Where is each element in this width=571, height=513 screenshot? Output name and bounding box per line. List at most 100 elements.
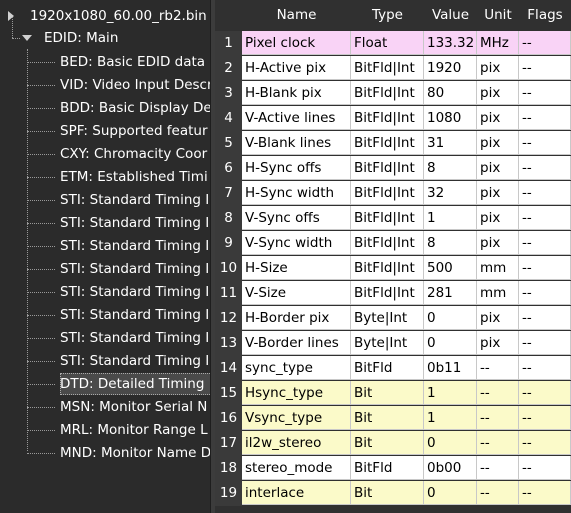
cell-name[interactable]: H-Border pix — [242, 306, 351, 330]
table-row[interactable]: 17 il2w_stereo Bit 0 -- -- — [215, 431, 571, 456]
tree-child-node[interactable]: STI: Standard Timing I — [0, 327, 210, 349]
cell-name[interactable]: V-Active lines — [242, 106, 351, 130]
tree-child-node[interactable]: STI: Standard Timing I — [0, 350, 210, 372]
table-row[interactable]: 2 H-Active pix BitFld|Int 1920 pix -- — [215, 56, 571, 81]
cell-name[interactable]: interlace — [242, 481, 351, 505]
cell-flags[interactable]: -- — [519, 231, 571, 255]
table-row[interactable]: 1 Pixel clock Float 133.32 MHz -- — [215, 31, 571, 56]
tree-child-node[interactable]: STI: Standard Timing I — [0, 235, 210, 257]
cell-unit[interactable]: -- — [477, 431, 519, 455]
table-row[interactable]: 15 Hsync_type Bit 1 -- -- — [215, 381, 571, 406]
tree-child-node[interactable]: SPF: Supported featur — [0, 120, 210, 142]
cell-name[interactable]: V-Border lines — [242, 331, 351, 355]
cell-flags[interactable]: -- — [519, 281, 571, 305]
cell-unit[interactable]: pix — [477, 156, 519, 180]
table-row[interactable]: 11 V-Size BitFld|Int 281 mm -- — [215, 281, 571, 306]
tree-child-node[interactable]: STI: Standard Timing I — [0, 189, 210, 211]
tree-main-node[interactable]: EDID: Main — [0, 27, 210, 49]
cell-name[interactable]: H-Sync offs — [242, 156, 351, 180]
cell-name[interactable]: V-Sync width — [242, 231, 351, 255]
chevron-right-icon[interactable] — [8, 11, 14, 21]
table-row[interactable]: 16 Vsync_type Bit 1 -- -- — [215, 406, 571, 431]
cell-flags[interactable]: -- — [519, 406, 571, 430]
cell-flags[interactable]: -- — [519, 431, 571, 455]
cell-type[interactable]: Bit — [351, 406, 424, 430]
table-row[interactable]: 3 H-Blank pix BitFld|Int 80 pix -- — [215, 81, 571, 106]
cell-value[interactable]: 1 — [424, 206, 477, 230]
cell-unit[interactable]: -- — [477, 356, 519, 380]
table-row[interactable]: 14 sync_type BitFld 0b11 -- -- — [215, 356, 571, 381]
cell-flags[interactable]: -- — [519, 181, 571, 205]
cell-value[interactable]: 500 — [424, 256, 477, 280]
cell-value[interactable]: 1 — [424, 381, 477, 405]
tree-child-node[interactable]: MRL: Monitor Range L — [0, 419, 210, 441]
cell-flags[interactable]: -- — [519, 331, 571, 355]
cell-unit[interactable]: -- — [477, 481, 519, 505]
cell-type[interactable]: Bit — [351, 481, 424, 505]
table-row[interactable]: 8 V-Sync offs BitFld|Int 1 pix -- — [215, 206, 571, 231]
table-row[interactable]: 6 H-Sync offs BitFld|Int 8 pix -- — [215, 156, 571, 181]
cell-unit[interactable]: -- — [477, 456, 519, 480]
cell-flags[interactable]: -- — [519, 31, 571, 55]
cell-value[interactable]: 8 — [424, 231, 477, 255]
cell-unit[interactable]: pix — [477, 231, 519, 255]
tree-child-node[interactable]: MSN: Monitor Serial N — [0, 396, 210, 418]
cell-type[interactable]: Byte|Int — [351, 306, 424, 330]
cell-flags[interactable]: -- — [519, 256, 571, 280]
column-header-type[interactable]: Type — [371, 7, 403, 23]
cell-unit[interactable]: pix — [477, 331, 519, 355]
cell-value[interactable]: 80 — [424, 81, 477, 105]
table-row[interactable]: 5 V-Blank lines BitFld|Int 31 pix -- — [215, 131, 571, 156]
cell-type[interactable]: BitFld|Int — [351, 156, 424, 180]
cell-unit[interactable]: pix — [477, 131, 519, 155]
cell-name[interactable]: H-Sync width — [242, 181, 351, 205]
tree-child-node[interactable]: CXY: Chromacity Coor — [0, 143, 210, 165]
cell-type[interactable]: BitFld|Int — [351, 131, 424, 155]
table-row[interactable]: 9 V-Sync width BitFld|Int 8 pix -- — [215, 231, 571, 256]
cell-value[interactable]: 1 — [424, 406, 477, 430]
column-header-value[interactable]: Value — [431, 7, 470, 23]
chevron-down-icon[interactable] — [22, 35, 32, 41]
cell-type[interactable]: Bit — [351, 381, 424, 405]
table-row[interactable]: 18 stereo_mode BitFld 0b00 -- -- — [215, 456, 571, 481]
column-header-flags[interactable]: Flags — [527, 7, 563, 23]
tree-child-node[interactable]: STI: Standard Timing I — [0, 212, 210, 234]
tree-child-node[interactable]: MND: Monitor Name D — [0, 442, 210, 464]
cell-unit[interactable]: -- — [477, 381, 519, 405]
cell-unit[interactable]: pix — [477, 181, 519, 205]
cell-unit[interactable]: pix — [477, 56, 519, 80]
cell-unit[interactable]: pix — [477, 306, 519, 330]
tree-root-node[interactable]: 1920x1080_60.00_rb2.bin — [0, 5, 210, 27]
cell-unit[interactable]: pix — [477, 106, 519, 130]
cell-flags[interactable]: -- — [519, 106, 571, 130]
cell-value[interactable]: 1080 — [424, 106, 477, 130]
cell-flags[interactable]: -- — [519, 356, 571, 380]
cell-unit[interactable]: pix — [477, 81, 519, 105]
cell-type[interactable]: BitFld|Int — [351, 281, 424, 305]
cell-type[interactable]: BitFld|Int — [351, 56, 424, 80]
cell-flags[interactable]: -- — [519, 456, 571, 480]
cell-type[interactable]: BitFld|Int — [351, 231, 424, 255]
cell-flags[interactable]: -- — [519, 56, 571, 80]
cell-type[interactable]: BitFld|Int — [351, 181, 424, 205]
table-row[interactable]: 13 V-Border lines Byte|Int 0 pix -- — [215, 331, 571, 356]
cell-value[interactable]: 0b00 — [424, 456, 477, 480]
cell-type[interactable]: BitFld — [351, 456, 424, 480]
cell-name[interactable]: sync_type — [242, 356, 351, 380]
cell-value[interactable]: 0 — [424, 306, 477, 330]
tree-child-node[interactable]: STI: Standard Timing I — [0, 304, 210, 326]
tree-child-node[interactable]: BED: Basic EDID data — [0, 51, 210, 73]
panel-splitter[interactable] — [210, 0, 216, 513]
cell-unit[interactable]: mm — [477, 256, 519, 280]
cell-name[interactable]: H-Active pix — [242, 56, 351, 80]
tree-child-node[interactable]: STI: Standard Timing I — [0, 281, 210, 303]
cell-name[interactable]: stereo_mode — [242, 456, 351, 480]
tree-child-node[interactable]: STI: Standard Timing I — [0, 258, 210, 280]
table-row[interactable]: 19 interlace Bit 0 -- -- — [215, 481, 571, 506]
cell-type[interactable]: BitFld|Int — [351, 256, 424, 280]
cell-name[interactable]: Vsync_type — [242, 406, 351, 430]
cell-value[interactable]: 0 — [424, 431, 477, 455]
cell-type[interactable]: BitFld|Int — [351, 81, 424, 105]
cell-unit[interactable]: mm — [477, 281, 519, 305]
tree-child-node[interactable]: ETM: Established Timi — [0, 166, 210, 188]
